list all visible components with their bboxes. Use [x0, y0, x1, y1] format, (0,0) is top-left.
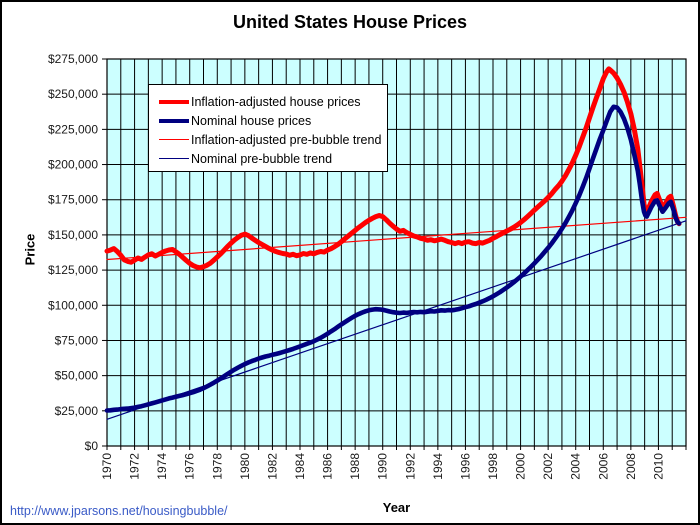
- y-tick-label: $200,000: [48, 158, 98, 172]
- legend-line-swatch-nominal-trend: [159, 158, 189, 159]
- legend-line-swatch-real-trend: [159, 139, 189, 140]
- x-tick-label: 2002: [541, 453, 555, 480]
- x-tick-label: 2008: [624, 453, 638, 480]
- chart-title: United States House Prices: [232, 12, 468, 32]
- x-tick-label: 1988: [348, 453, 362, 480]
- legend-item-nominal-trend: Nominal pre-bubble trend: [159, 149, 383, 168]
- legend-label: Nominal pre-bubble trend: [191, 151, 333, 166]
- x-tick-label: 2006: [596, 453, 610, 480]
- y-tick-label: $125,000: [48, 263, 98, 277]
- legend-line-swatch-real: [159, 99, 189, 104]
- legend: Inflation-adjusted house prices Nominal h…: [148, 84, 388, 172]
- legend-item-real: Inflation-adjusted house prices: [159, 92, 383, 111]
- y-tick-label: $75,000: [55, 333, 99, 347]
- y-axis-title: Price: [22, 233, 38, 266]
- y-tick-label: $150,000: [48, 228, 98, 242]
- y-tick-label: $25,000: [55, 404, 99, 418]
- series-nominal: [104, 104, 682, 413]
- source-url-link[interactable]: http://www.jparsons.net/housingbubble/: [10, 504, 228, 518]
- x-axis-title: Year: [382, 500, 411, 515]
- y-tick-label: $250,000: [48, 87, 98, 101]
- x-tick-label: 2010: [651, 453, 665, 480]
- legend-item-real-trend: Inflation-adjusted pre-bubble trend: [159, 130, 383, 149]
- y-tick-label: $225,000: [48, 122, 98, 136]
- x-tick-label: 1998: [486, 453, 500, 480]
- y-tick-label: $50,000: [55, 369, 99, 383]
- legend-label: Inflation-adjusted pre-bubble trend: [191, 132, 382, 147]
- series-real: [104, 66, 682, 271]
- x-tick-label: 1976: [183, 453, 197, 480]
- legend-line-swatch-nominal: [159, 118, 189, 123]
- x-tick-label: 1982: [265, 453, 279, 480]
- x-tick-label: 1974: [155, 453, 169, 480]
- legend-label: Inflation-adjusted house prices: [191, 94, 361, 109]
- x-tick-label: 1972: [128, 453, 142, 480]
- x-tick-label: 2004: [569, 453, 583, 480]
- series-real-trend: [106, 216, 687, 261]
- y-tick-label: $175,000: [48, 193, 98, 207]
- x-tick-label: 1996: [458, 453, 472, 480]
- y-tick-label: $275,000: [48, 52, 98, 66]
- x-tick-label: 1986: [321, 453, 335, 480]
- x-tick-label: 2000: [514, 453, 528, 480]
- legend-label: Nominal house prices: [191, 113, 312, 128]
- x-tick-label: 1990: [376, 453, 390, 480]
- x-tick-label: 1970: [100, 453, 114, 480]
- y-tick-label: $100,000: [48, 298, 98, 312]
- x-tick-label: 1978: [210, 453, 224, 480]
- legend-item-nominal: Nominal house prices: [159, 111, 383, 130]
- x-tick-label: 1984: [293, 453, 307, 480]
- x-tick-label: 1992: [403, 453, 417, 480]
- y-tick-label: $0: [85, 439, 99, 453]
- x-tick-label: 1980: [238, 453, 252, 480]
- x-tick-label: 1994: [431, 453, 445, 480]
